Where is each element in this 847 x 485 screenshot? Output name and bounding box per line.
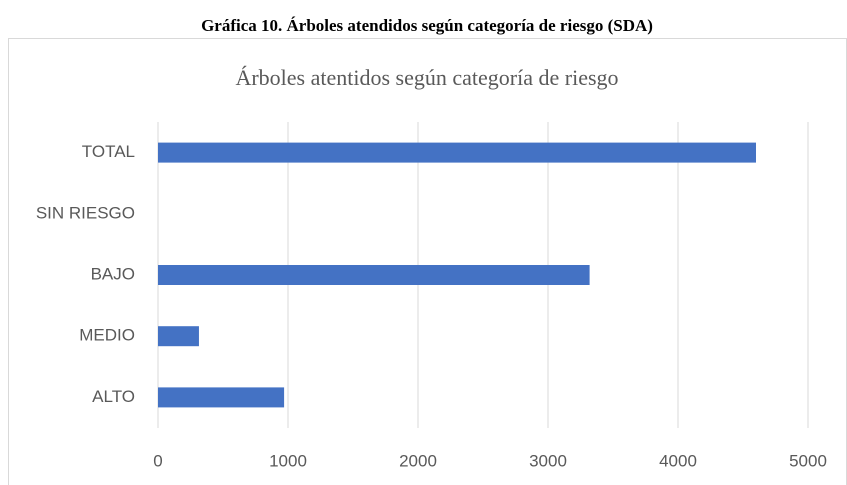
y-tick-label: ALTO [92, 387, 135, 406]
y-tick-label: BAJO [91, 264, 135, 283]
y-tick-label: TOTAL [82, 142, 135, 161]
x-tick-label: 1000 [269, 451, 307, 470]
x-tick-label: 4000 [659, 451, 697, 470]
bar [158, 265, 590, 285]
bar [158, 387, 285, 408]
y-tick-label: MEDIO [79, 326, 135, 345]
y-tick-label: SIN RIESGO [36, 203, 135, 222]
bar [158, 326, 199, 347]
bar [158, 142, 756, 163]
x-tick-label: 5000 [789, 451, 827, 470]
chart-title: Árboles atentidos según categoría de rie… [235, 65, 618, 90]
x-tick-label: 0 [153, 451, 162, 470]
x-tick-label: 3000 [529, 451, 567, 470]
x-tick-label: 2000 [399, 451, 437, 470]
figure-caption: Gráfica 10. Árboles atendidos según cate… [201, 16, 653, 35]
chart-border [8, 38, 847, 485]
